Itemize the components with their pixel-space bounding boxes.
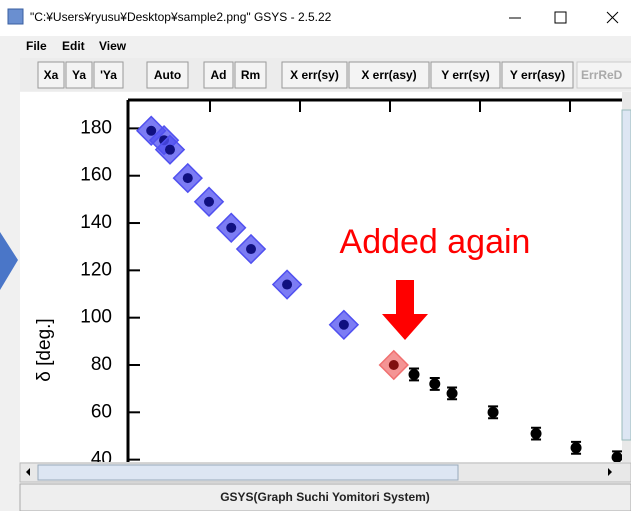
menu-bar: File Edit View — [26, 39, 127, 53]
menu-item[interactable]: View — [99, 39, 127, 53]
toolbar-button-label[interactable]: Rm — [241, 68, 260, 82]
toolbar-button[interactable] — [576, 61, 631, 89]
scroll-right[interactable] — [608, 468, 612, 476]
y-tick-label: 140 — [80, 212, 112, 233]
chart-canvas — [20, 92, 622, 462]
y-tick-label: 80 — [91, 354, 112, 375]
toolbar-button[interactable] — [348, 61, 430, 89]
y-axis-label: δ [deg.] — [34, 318, 55, 381]
menu-item[interactable]: File — [26, 39, 47, 53]
app-icon — [7, 8, 24, 25]
toolbar-button[interactable] — [65, 61, 93, 89]
maximize-button[interactable] — [554, 11, 567, 24]
y-tick-label: 120 — [80, 259, 112, 280]
point[interactable] — [282, 279, 293, 290]
y-tick-label: 60 — [91, 401, 112, 422]
close-button[interactable] — [606, 11, 619, 24]
toolbar-button[interactable] — [281, 61, 348, 89]
point[interactable] — [204, 196, 215, 207]
toolbar-button-label[interactable]: Ya — [72, 68, 86, 82]
y-tick-label: 180 — [80, 117, 112, 138]
point[interactable] — [570, 442, 582, 454]
toolbar-button[interactable] — [203, 61, 234, 89]
toolbar-button-label[interactable]: 'Ya — [100, 68, 117, 82]
toolbar-button-label[interactable]: Auto — [154, 68, 181, 82]
point[interactable] — [164, 144, 175, 155]
toolbar-button-label[interactable]: Ad — [211, 68, 227, 82]
toolbar-button-label[interactable]: Y err(asy) — [510, 68, 565, 82]
toolbar-button-label[interactable]: Y err(sy) — [441, 68, 489, 82]
toolbar-button[interactable] — [146, 61, 189, 89]
toolbar-button-label[interactable]: Xa — [44, 68, 59, 82]
point[interactable] — [146, 125, 157, 136]
point[interactable] — [429, 378, 441, 390]
chart: 40 60 80 100 120 140 160 180 δ [deg.] Added again — [34, 98, 623, 470]
scroll-left[interactable] — [26, 468, 30, 476]
toolbar-button-label[interactable]: X err(asy) — [361, 68, 416, 82]
point[interactable] — [408, 368, 420, 380]
point[interactable] — [182, 173, 193, 184]
title-bar — [0, 0, 631, 36]
toolbar-button[interactable] — [430, 61, 501, 89]
toolbar-button[interactable] — [37, 61, 65, 89]
y-tick-label: 40 — [91, 449, 112, 470]
window-title: "C:¥Users¥ryusu¥Desktop¥sample2.png" GSY… — [30, 10, 332, 24]
toolbar-button[interactable] — [501, 61, 574, 89]
toolbar-button-label[interactable]: X err(sy) — [290, 68, 339, 82]
status-text: GSYS(Graph Suchi Yomitori System) — [220, 490, 430, 504]
menu-item[interactable]: Edit — [62, 39, 85, 53]
side-arrow — [0, 232, 18, 290]
point[interactable] — [446, 387, 458, 399]
y-tick-label: 160 — [80, 165, 112, 186]
point[interactable] — [338, 319, 349, 330]
toolbar: Xa Ya 'Ya Auto Ad Rm X err(sy) X err(asy) Y err(… — [20, 58, 631, 91]
annotation: Added again — [340, 223, 531, 261]
toolbar-button[interactable] — [234, 61, 267, 89]
point[interactable] — [226, 222, 237, 233]
point[interactable] — [388, 359, 399, 370]
horizontal-scroll-thumb[interactable] — [37, 464, 459, 481]
vertical-scroll-thumb[interactable] — [621, 109, 631, 441]
point[interactable] — [530, 428, 542, 440]
point[interactable] — [246, 244, 257, 255]
point[interactable] — [487, 406, 499, 418]
y-tick-label: 100 — [80, 307, 112, 328]
toolbar-button-label[interactable]: ErrReD — [581, 68, 623, 82]
toolbar-button[interactable] — [93, 61, 124, 89]
annotation-arrow — [382, 280, 428, 340]
point[interactable] — [611, 451, 623, 463]
